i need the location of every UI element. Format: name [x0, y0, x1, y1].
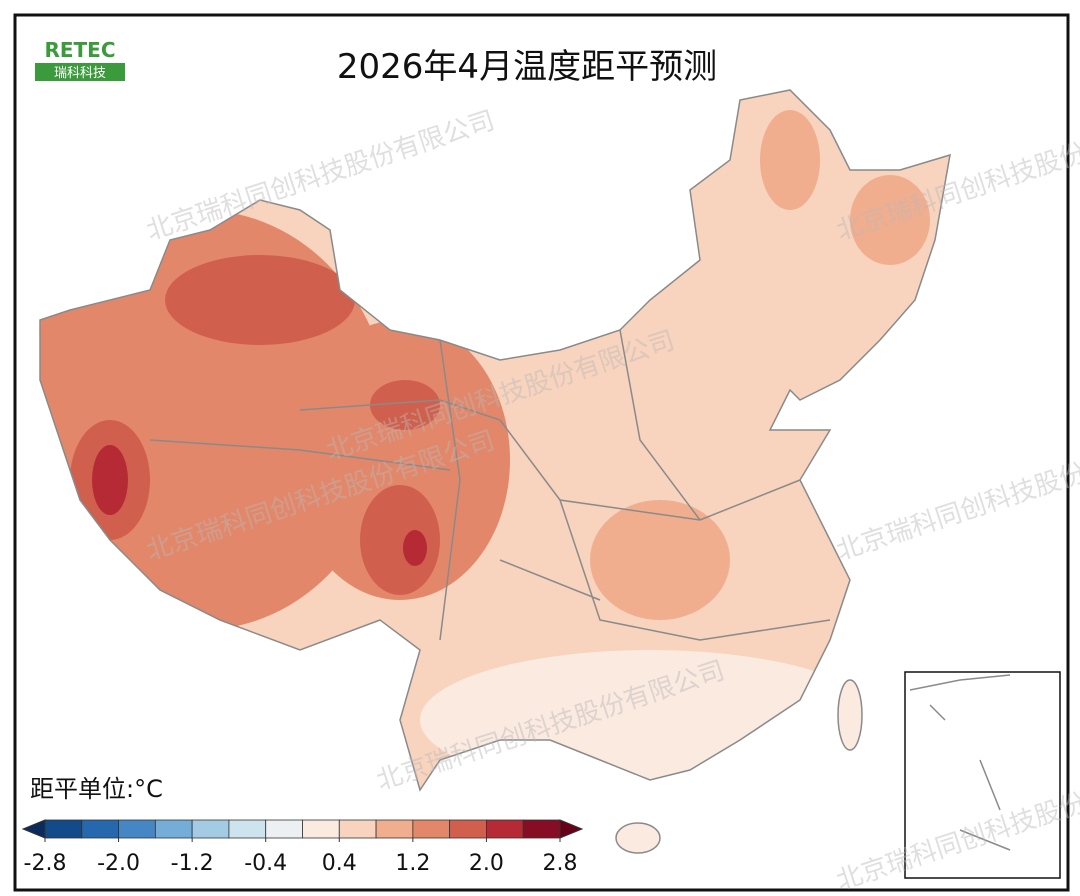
map-zone [760, 110, 820, 210]
colorbar-tick-label: -0.4 [244, 851, 287, 876]
logo: RETEC 瑞科科技 [35, 38, 125, 81]
map-zone [370, 380, 440, 430]
colorbar-segment [191, 819, 230, 839]
map-zone [165, 255, 355, 345]
inset-map [909, 674, 1011, 851]
colorbar-segment [44, 819, 83, 839]
colorbar-segment [154, 819, 193, 839]
colorbar-segment [228, 819, 267, 839]
taiwan [837, 679, 863, 751]
watermark: 北京瑞科同创科技股份有限公司 [833, 426, 1080, 567]
colorbar-tick-label: 1.2 [395, 851, 430, 876]
frame [13, 13, 1070, 892]
colorbar-extend-low [21, 819, 46, 839]
map-zone [590, 500, 730, 620]
colorbar-segment [81, 819, 119, 839]
map-zone [850, 175, 930, 265]
colorbar-tick-label: 0.4 [322, 851, 357, 876]
colorbar-tick-label: 2.8 [543, 851, 578, 876]
colorbar-segment [118, 819, 156, 839]
hainan [615, 822, 661, 854]
map-zone [403, 530, 427, 566]
map-zone [420, 650, 880, 790]
logo-band [35, 63, 125, 81]
province-border [149, 329, 831, 641]
colorbar-tick-label: 2.0 [469, 851, 504, 876]
colorbar: -2.8 -2.0 -1.2 -0.4 0.4 1.2 2.0 2.8 [21, 819, 584, 876]
title: 2026年4月温度距平预测 [337, 47, 717, 87]
colorbar-extend-high [559, 819, 584, 839]
colorbar-segment [338, 819, 377, 839]
colorbar-tick-label: -2.0 [97, 851, 140, 876]
unit-label: 距平单位:°C [30, 775, 163, 803]
colorbar-segment [486, 819, 524, 839]
logo-subtitle: 瑞科科技 [54, 66, 106, 81]
colorbar-segment [449, 819, 487, 839]
colorbar-segment [265, 819, 303, 839]
colorbar-segment [522, 819, 561, 839]
colorbar-segment [375, 819, 414, 839]
logo-name: RETEC [44, 38, 115, 62]
colorbar-tick-label: -1.2 [171, 851, 214, 876]
colorbar-segment [412, 819, 451, 839]
map-zone [92, 445, 128, 515]
colorbar-segment [302, 819, 340, 839]
map-zone [290, 320, 510, 600]
colorbar-tick-label: -2.8 [24, 851, 67, 876]
map-zone [360, 485, 440, 595]
